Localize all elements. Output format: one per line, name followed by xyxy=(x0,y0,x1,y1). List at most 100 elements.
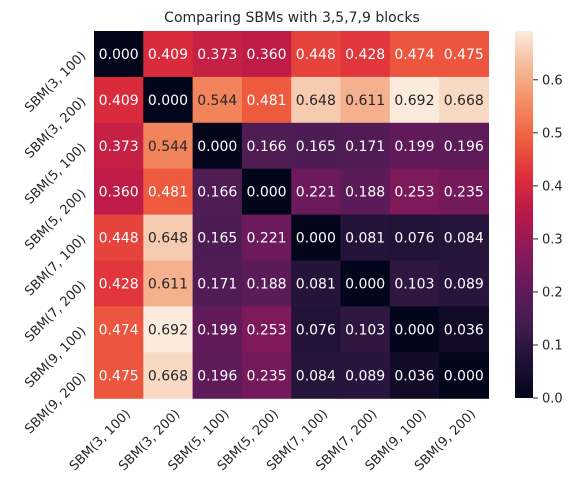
heatmap-cell xyxy=(192,31,243,78)
colorbar xyxy=(515,31,533,398)
cell-value-label: 0.084 xyxy=(444,231,484,247)
cell-value-label: 0.428 xyxy=(345,47,385,63)
heatmap-cell xyxy=(143,122,194,170)
cell-value-label: 0.360 xyxy=(247,47,287,63)
heatmap-cell xyxy=(439,76,489,124)
heatmap-cell xyxy=(389,76,440,124)
heatmap-cell xyxy=(192,214,243,262)
heatmap-cell xyxy=(340,168,391,216)
cell-value-label: 0.000 xyxy=(148,93,188,109)
cell-value-label: 0.221 xyxy=(296,185,336,201)
cell-value-label: 0.373 xyxy=(197,47,237,63)
heatmap-cell xyxy=(241,260,292,307)
heatmap-cell xyxy=(241,306,292,353)
cell-value-label: 0.692 xyxy=(394,93,434,109)
heatmap-cell xyxy=(389,306,440,353)
heatmap-cell xyxy=(143,31,194,78)
heatmap-cell xyxy=(291,31,342,78)
colorbar-tick-label: 0.6 xyxy=(542,73,563,88)
heatmap-cell xyxy=(291,306,342,353)
cell-value-label: 0.081 xyxy=(345,231,385,247)
cell-value-label: 0.000 xyxy=(296,231,336,247)
heatmap-cell xyxy=(439,168,489,216)
cell-value-label: 0.081 xyxy=(296,276,336,292)
cell-value-label: 0.475 xyxy=(99,368,139,384)
cell-value-label: 0.235 xyxy=(247,368,287,384)
heatmap-cell xyxy=(439,122,489,170)
heatmap-cell xyxy=(94,352,144,399)
heatmap-cell xyxy=(94,76,144,124)
cell-value-label: 0.188 xyxy=(345,185,385,201)
cell-value-label: 0.373 xyxy=(99,139,139,155)
heatmap-cell xyxy=(143,260,194,307)
heatmap-cell xyxy=(340,306,391,353)
heatmap-cell xyxy=(241,31,292,78)
heatmap-cell xyxy=(340,31,391,78)
cell-value-label: 0.668 xyxy=(444,93,484,109)
cell-value-label: 0.165 xyxy=(296,139,336,155)
cell-value-label: 0.475 xyxy=(444,47,484,63)
heatmap-cell xyxy=(389,214,440,262)
cell-value-label: 0.221 xyxy=(247,231,287,247)
cell-value-label: 0.611 xyxy=(148,276,188,292)
colorbar-tick-label: 0.0 xyxy=(542,392,563,407)
heatmap-cell xyxy=(439,260,489,307)
cell-value-label: 0.036 xyxy=(444,322,484,338)
heatmap-cell xyxy=(192,352,243,399)
colorbar-tick-label: 0.3 xyxy=(542,232,563,247)
heatmap-cell xyxy=(143,306,194,353)
cell-value-label: 0.089 xyxy=(444,276,484,292)
cell-value-label: 0.076 xyxy=(296,322,336,338)
heatmap-cell xyxy=(389,31,440,78)
cell-value-label: 0.428 xyxy=(99,276,139,292)
heatmap-cell xyxy=(241,76,292,124)
cell-value-label: 0.196 xyxy=(444,139,484,155)
heatmap-cell xyxy=(389,260,440,307)
heatmap-cell xyxy=(291,214,342,262)
cell-value-label: 0.000 xyxy=(247,185,287,201)
heatmap-cell xyxy=(241,352,292,399)
heatmap-cell xyxy=(389,352,440,399)
cell-value-label: 0.692 xyxy=(148,322,188,338)
heatmap-cell xyxy=(291,168,342,216)
cell-value-label: 0.474 xyxy=(394,47,434,63)
heatmap-cell xyxy=(143,352,194,399)
heatmap-cell xyxy=(439,352,489,399)
heatmap-cell xyxy=(241,168,292,216)
cell-value-label: 0.000 xyxy=(197,139,237,155)
cell-value-label: 0.166 xyxy=(247,139,287,155)
cell-value-label: 0.000 xyxy=(99,47,139,63)
cell-value-label: 0.188 xyxy=(247,276,287,292)
cell-value-label: 0.360 xyxy=(99,185,139,201)
heatmap-cell xyxy=(143,214,194,262)
heatmap-cell xyxy=(192,76,243,124)
cell-value-label: 0.544 xyxy=(197,93,237,109)
heatmap-cell xyxy=(94,122,144,170)
column-labels: SBM(3, 100)SBM(3, 200)SBM(5, 100)SBM(5, … xyxy=(67,407,479,474)
cell-value-label: 0.611 xyxy=(345,93,385,109)
cell-value-label: 0.544 xyxy=(148,139,188,155)
cell-value-label: 0.089 xyxy=(345,368,385,384)
heatmap-cell xyxy=(340,76,391,124)
heatmap-cell xyxy=(241,214,292,262)
cell-value-label: 0.171 xyxy=(345,139,385,155)
cell-value-label: 0.235 xyxy=(444,185,484,201)
cell-value-label: 0.668 xyxy=(148,368,188,384)
row-labels: SBM(3, 100)SBM(3, 200)SBM(5, 100)SBM(5, … xyxy=(22,49,89,437)
heatmap-cell xyxy=(143,76,194,124)
cell-value-label: 0.171 xyxy=(197,276,237,292)
cell-value-label: 0.084 xyxy=(296,368,336,384)
cell-value-label: 0.409 xyxy=(148,47,188,63)
heatmap-cell xyxy=(94,306,144,353)
heatmap-cell xyxy=(192,260,243,307)
heatmap-cell xyxy=(340,352,391,399)
heatmap-cell xyxy=(389,122,440,170)
cell-value-label: 0.474 xyxy=(99,322,139,338)
cell-value-label: 0.165 xyxy=(197,231,237,247)
colorbar-tick-label: 0.1 xyxy=(542,338,563,353)
heatmap-cell xyxy=(340,122,391,170)
heatmap-cells: 0.000 0.409 0.373 0.360 0.448 0.428 0.474 0.475… xyxy=(94,31,489,399)
heatmap-cell xyxy=(94,31,144,78)
heatmap-cell xyxy=(94,260,144,307)
